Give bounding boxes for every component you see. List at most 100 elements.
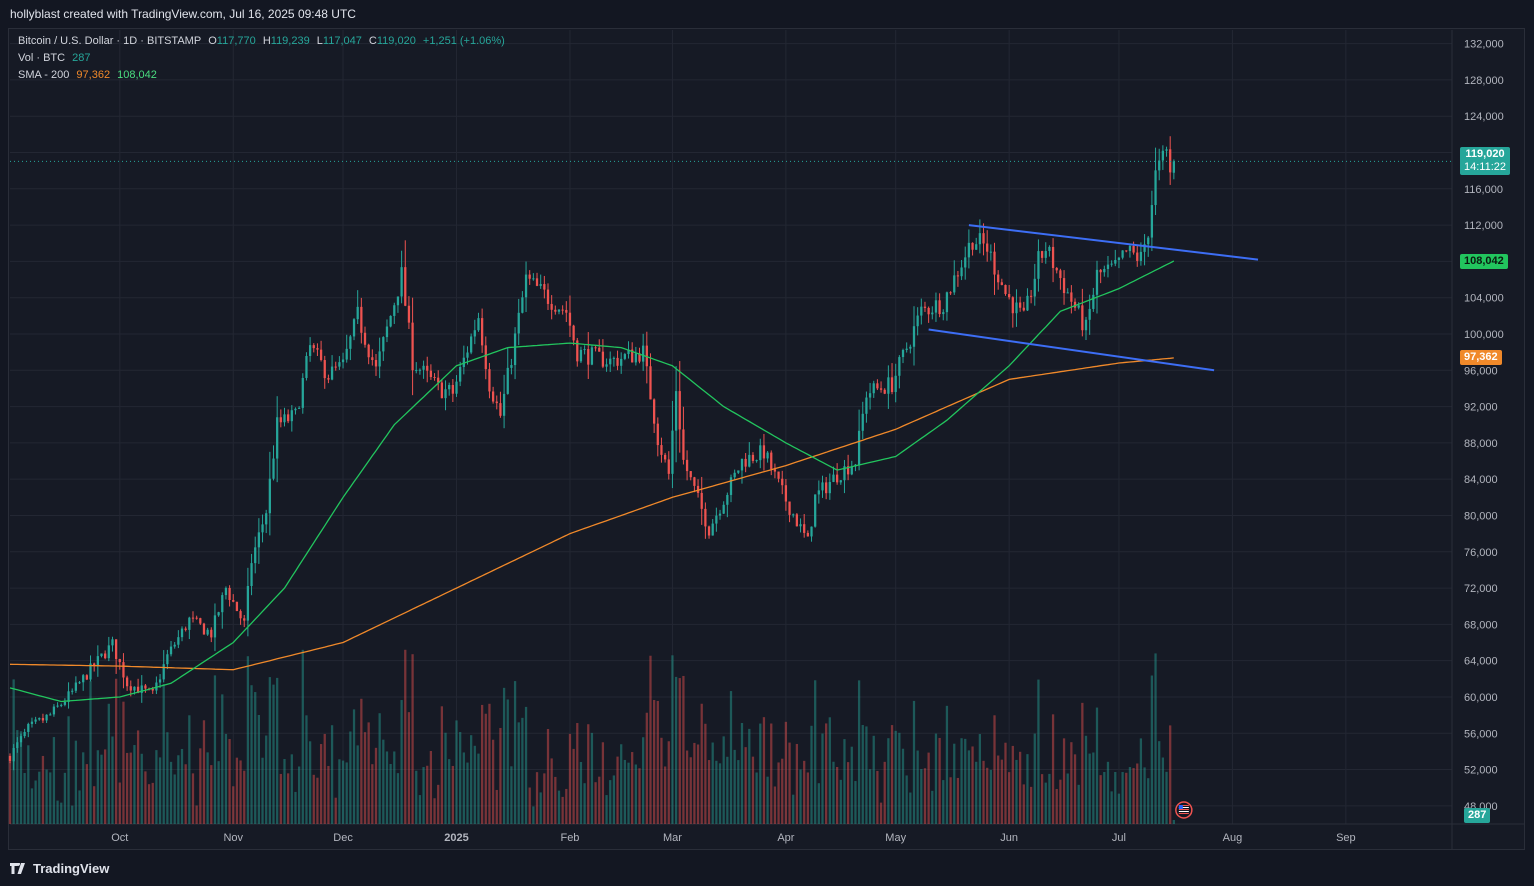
volume-bar bbox=[1033, 733, 1036, 824]
candle-body bbox=[1114, 259, 1117, 264]
volume-bar bbox=[312, 774, 315, 824]
candle-body bbox=[308, 345, 312, 356]
candle-body bbox=[825, 482, 828, 494]
last-price-value: 119,020 bbox=[1465, 148, 1505, 161]
candle-body bbox=[876, 383, 879, 389]
candle-body bbox=[912, 326, 916, 347]
flag-stripe bbox=[1178, 811, 1189, 812]
volume-bar bbox=[199, 748, 202, 824]
volume-bar bbox=[195, 805, 198, 824]
candle-body bbox=[689, 471, 692, 478]
volume-bar bbox=[660, 737, 663, 824]
volume-bar bbox=[1040, 774, 1044, 824]
volume-bar bbox=[945, 705, 949, 824]
y-tick-label: 52,000 bbox=[1464, 765, 1498, 777]
candle-body bbox=[671, 430, 674, 474]
volume-bar bbox=[543, 773, 546, 824]
volume-bar bbox=[1165, 771, 1168, 824]
candle-body bbox=[1029, 295, 1033, 297]
candle-body bbox=[330, 366, 334, 380]
volume-bar bbox=[341, 760, 345, 824]
volume-bar bbox=[722, 736, 725, 824]
volume-bar bbox=[1147, 778, 1150, 824]
volume-bar bbox=[956, 777, 960, 824]
volume-bar bbox=[115, 678, 118, 824]
volume-bar bbox=[605, 795, 608, 824]
candle-body bbox=[104, 653, 107, 659]
candle-body bbox=[122, 662, 125, 678]
candle-body bbox=[927, 307, 930, 315]
volume-bar bbox=[737, 760, 740, 824]
candle-body bbox=[623, 354, 626, 359]
open-value: 117,770 bbox=[216, 35, 256, 47]
volume-bar bbox=[349, 731, 352, 824]
candle-body bbox=[572, 325, 575, 341]
candle-body bbox=[188, 617, 191, 630]
volume-bar bbox=[206, 752, 209, 824]
x-tick-label: May bbox=[885, 832, 906, 844]
candle-body bbox=[115, 639, 118, 660]
candle-body bbox=[1161, 150, 1165, 161]
chart-frame[interactable] bbox=[8, 28, 1525, 850]
y-tick-label: 56,000 bbox=[1464, 728, 1498, 740]
volume-bar bbox=[246, 656, 250, 824]
volume-bar bbox=[158, 757, 162, 824]
candle-body bbox=[287, 414, 290, 422]
volume-bar bbox=[107, 703, 110, 824]
volume-bar bbox=[217, 761, 220, 824]
volume-bar bbox=[96, 750, 99, 824]
tradingview-logo[interactable]: TradingView bbox=[10, 861, 109, 876]
volume-bar bbox=[784, 721, 788, 824]
candle-body bbox=[1084, 319, 1088, 331]
candle-body bbox=[85, 675, 88, 680]
volume-bar bbox=[265, 735, 268, 824]
legend-row-sma: SMA - 200 97,362 108,042 bbox=[18, 69, 161, 81]
volume-bar bbox=[502, 687, 506, 824]
volume-bar bbox=[19, 731, 23, 824]
volume-bar bbox=[67, 716, 70, 824]
volume-bar bbox=[210, 765, 213, 824]
candle-body bbox=[707, 526, 711, 536]
volume-bar bbox=[316, 777, 319, 824]
candle-body bbox=[297, 407, 301, 409]
candle-body bbox=[451, 385, 454, 394]
volume-bar bbox=[363, 732, 367, 824]
volume-bar bbox=[810, 725, 813, 824]
x-tick-label: Feb bbox=[560, 832, 579, 844]
volume-bar bbox=[696, 744, 700, 824]
candle-body bbox=[89, 663, 92, 680]
candle-body bbox=[41, 718, 45, 721]
tradingview-logo-text: TradingView bbox=[33, 861, 110, 876]
volume-bar bbox=[788, 742, 791, 824]
candle-body bbox=[1000, 282, 1003, 285]
candle-body bbox=[1136, 252, 1139, 261]
sma50-tag: 108,042 bbox=[1460, 253, 1508, 269]
candle-body bbox=[755, 460, 758, 462]
volume-bar bbox=[1066, 773, 1069, 824]
candle-body bbox=[916, 315, 919, 327]
volume-bar bbox=[975, 761, 978, 824]
volume-bar bbox=[883, 761, 886, 824]
volume-bar bbox=[839, 779, 842, 824]
volume-bar bbox=[707, 760, 711, 824]
candle-body bbox=[1037, 251, 1040, 279]
trendline bbox=[968, 224, 1259, 261]
volume-bar bbox=[949, 777, 952, 824]
volume-bar bbox=[41, 755, 45, 824]
candle-body bbox=[843, 466, 846, 481]
volume-bar bbox=[352, 709, 356, 824]
x-tick-label: Apr bbox=[777, 832, 794, 844]
volume-bar bbox=[111, 736, 114, 824]
candle-body bbox=[711, 523, 714, 536]
candle-body bbox=[173, 644, 176, 647]
candle-body bbox=[71, 690, 74, 692]
volume-bar bbox=[385, 751, 389, 824]
candle-body bbox=[78, 682, 81, 684]
volume-bar bbox=[184, 764, 187, 824]
candle-body bbox=[56, 705, 59, 707]
top-bar: hollyblast created with TradingView.com,… bbox=[0, 0, 1534, 28]
sma-label: SMA - 200 bbox=[18, 69, 70, 81]
candle-body bbox=[319, 349, 323, 361]
volume-bar bbox=[927, 752, 930, 824]
